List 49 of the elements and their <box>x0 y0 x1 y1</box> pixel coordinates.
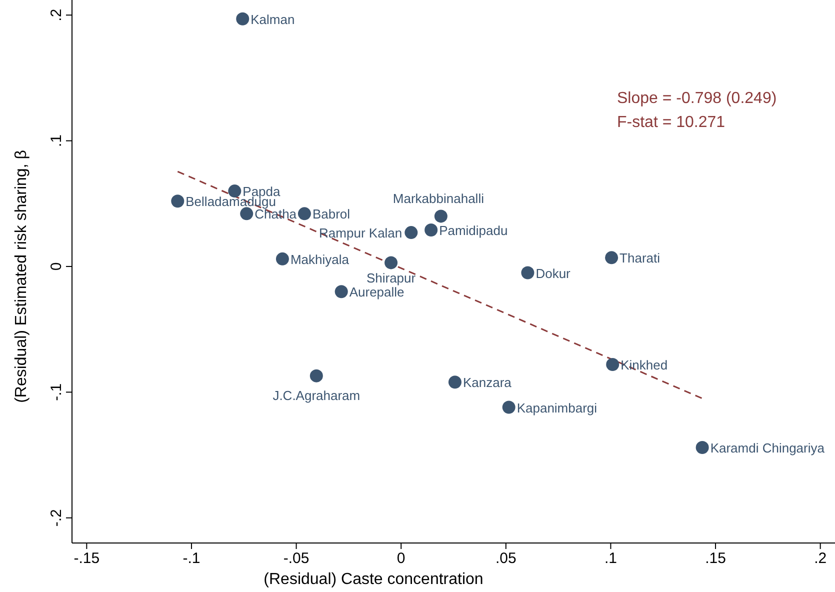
annotation: Makhiyala <box>290 252 350 267</box>
annotation: J.C.Agraharam <box>272 388 360 403</box>
y-tick-label: 0 <box>48 262 65 271</box>
point <box>334 285 348 298</box>
point <box>310 369 323 382</box>
annotation: Karamdi Chingariya <box>710 440 826 456</box>
x-tick-label: .15 <box>705 550 726 567</box>
point <box>171 194 184 208</box>
point <box>605 251 618 264</box>
annotation: Babrol <box>312 206 350 222</box>
point <box>696 440 709 454</box>
point <box>448 376 462 389</box>
point <box>424 224 438 237</box>
point <box>606 358 620 372</box>
annotation: Kapanimbargi <box>516 400 598 416</box>
annotation: Slope = -0.798 (0.249) <box>617 90 777 107</box>
x-tick-label: -.15 <box>74 550 100 567</box>
y-tick-label: .1 <box>48 134 65 148</box>
x-tick-label: 0 <box>396 550 406 567</box>
annotation: Dokur <box>536 266 572 281</box>
x-tick-label: .2 <box>814 550 827 567</box>
x-tick-label: -.05 <box>283 550 310 567</box>
annotation: Tharati <box>620 250 660 266</box>
annotation: Pamidipadu <box>439 223 508 238</box>
point <box>404 226 418 240</box>
annotation: Papda <box>242 184 282 200</box>
point <box>521 266 534 280</box>
annotation: Markabbinahalli <box>392 191 484 206</box>
x-axis-title: (Residual) Caste concentration <box>264 571 484 588</box>
point <box>502 400 516 414</box>
point <box>236 12 250 26</box>
point <box>434 210 448 223</box>
y-tick-label: -.2 <box>48 509 65 527</box>
y-tick-label: .2 <box>48 8 65 22</box>
y-tick-label: -.1 <box>48 383 65 401</box>
point <box>298 207 311 220</box>
x-tick-label: .1 <box>604 550 617 567</box>
point <box>276 252 289 266</box>
y-axis-title: (Residual) Estimated risk sharing, β <box>13 150 30 403</box>
x-tick-label: -.1 <box>182 550 200 567</box>
point <box>384 256 398 270</box>
annotation: F-stat = 10.271 <box>617 114 726 131</box>
annotation: Kinkhed <box>620 358 668 373</box>
annotation: Shirapur <box>366 270 416 286</box>
x-tick-label: .05 <box>495 550 516 567</box>
annotation: Aurepalle <box>349 284 404 300</box>
annotation: Rampur Kalan <box>319 226 402 241</box>
annotation: Kalman <box>250 12 295 27</box>
annotation: Kanzara <box>462 375 512 390</box>
